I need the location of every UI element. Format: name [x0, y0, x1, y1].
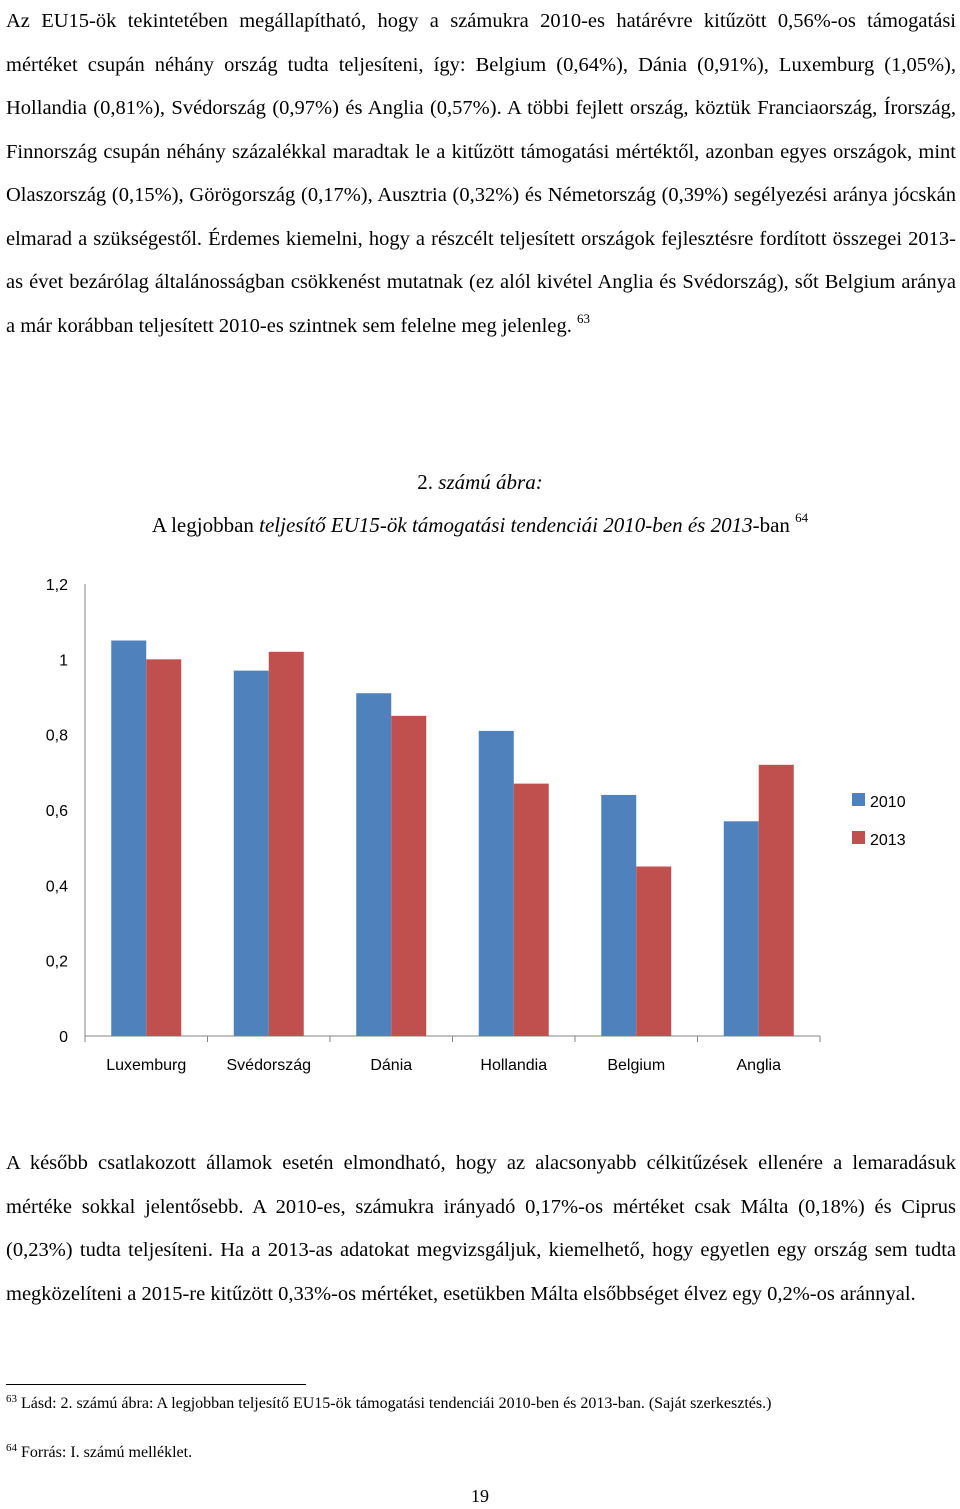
bar-2013-dánia	[391, 715, 427, 1036]
bar-2013-luxemburg	[146, 659, 182, 1036]
footnote-64-number: 64	[6, 1442, 17, 1454]
bar-2010-belgium	[601, 794, 637, 1036]
x-tick-label: Dánia	[370, 1057, 412, 1074]
y-tick-label: 0,6	[46, 803, 68, 820]
footnote-63-number: 63	[6, 1393, 17, 1405]
legend-swatch-2010	[852, 793, 865, 806]
footnote-64-text: Forrás: I. számú melléklet.	[21, 1444, 193, 1461]
y-tick-label: 0,4	[46, 878, 68, 895]
y-tick-label: 0	[59, 1029, 68, 1046]
footnote-63-text: Lásd: 2. számú ábra: A legjobban teljesí…	[21, 1395, 772, 1412]
y-tick-label: 0,2	[46, 954, 68, 971]
y-tick-label: 1	[59, 652, 68, 669]
figure-title-italic: teljesítő EU15-ök támogatási tendenciái …	[259, 513, 753, 537]
bar-2013-anglia	[758, 764, 794, 1036]
bar-2010-luxemburg	[111, 640, 147, 1036]
x-tick-label: Hollandia	[480, 1057, 547, 1074]
figure-title: A legjobban teljesítő EU15-ök támogatási…	[0, 510, 960, 538]
bar-2010-svédország	[233, 670, 269, 1036]
paragraph-later-states-text: A később csatlakozott államok esetén elm…	[6, 1152, 956, 1305]
bar-2013-svédország	[268, 651, 304, 1036]
legend-label-2013: 2013	[870, 832, 906, 849]
figure-number-label: számú ábra:	[438, 470, 543, 494]
legend-label-2010: 2010	[870, 794, 906, 811]
x-tick-label: Luxemburg	[106, 1057, 186, 1074]
bar-2010-hollandia	[478, 730, 514, 1036]
bar-2013-belgium	[636, 866, 672, 1036]
y-tick-label: 1,2	[46, 577, 68, 594]
paragraph-intro-text: Az EU15-ök tekintetében megállapítható, …	[6, 10, 956, 337]
footnote-63: 63 Lásd: 2. számú ábra: A legjobban telj…	[6, 1393, 956, 1414]
y-tick-label: 0,8	[46, 728, 68, 745]
figure-number-value: 2.	[417, 470, 434, 494]
footnote-divider	[6, 1384, 306, 1385]
figure-title-part2: -ban	[752, 513, 790, 537]
footnote-64: 64 Forrás: I. számú melléklet.	[6, 1442, 956, 1463]
paragraph-intro: Az EU15-ök tekintetében megállapítható, …	[6, 0, 956, 348]
x-tick-label: Anglia	[737, 1057, 782, 1074]
legend-swatch-2013	[852, 831, 865, 844]
paragraph-later-states: A később csatlakozott államok esetén elm…	[6, 1142, 956, 1316]
footnote-ref-63: 63	[576, 310, 590, 326]
bar-2013-hollandia	[513, 783, 549, 1036]
x-tick-label: Svédország	[227, 1057, 312, 1074]
x-tick-label: Belgium	[607, 1057, 665, 1074]
figure-number: 2. számú ábra:	[0, 470, 960, 495]
bar-2010-dánia	[356, 693, 392, 1036]
bar-chart: 0 0,2 0,4 0,6 0,8 1 1,2 Luxemburg Svédország Dáni…	[46, 577, 906, 1074]
page-number: 19	[471, 1486, 489, 1506]
bar-2010-anglia	[723, 821, 759, 1036]
figure-title-part1: A legjobban	[151, 513, 260, 537]
footnote-ref-64: 64	[795, 510, 809, 525]
